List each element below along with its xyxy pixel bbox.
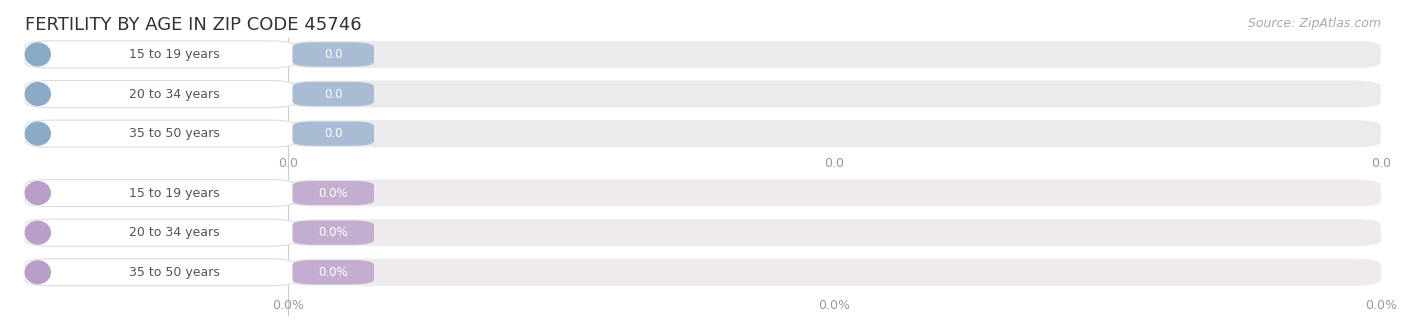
Text: 15 to 19 years: 15 to 19 years [129, 186, 219, 200]
Text: FERTILITY BY AGE IN ZIP CODE 45746: FERTILITY BY AGE IN ZIP CODE 45746 [25, 16, 361, 35]
Text: 0.0: 0.0 [323, 48, 343, 61]
Text: 20 to 34 years: 20 to 34 years [129, 226, 219, 239]
FancyBboxPatch shape [288, 41, 1381, 68]
FancyBboxPatch shape [25, 180, 295, 207]
Text: 0.0%: 0.0% [818, 299, 851, 312]
Text: 0.0: 0.0 [323, 87, 343, 101]
FancyBboxPatch shape [292, 181, 374, 205]
FancyBboxPatch shape [288, 120, 1381, 147]
Text: 0.0%: 0.0% [273, 299, 304, 312]
Text: 0.0: 0.0 [1371, 157, 1391, 170]
Text: 0.0%: 0.0% [318, 186, 349, 200]
Text: 35 to 50 years: 35 to 50 years [129, 266, 219, 279]
FancyBboxPatch shape [292, 220, 374, 245]
Text: 0.0: 0.0 [278, 157, 298, 170]
FancyBboxPatch shape [25, 259, 295, 286]
FancyBboxPatch shape [292, 42, 374, 67]
Text: 35 to 50 years: 35 to 50 years [129, 127, 219, 140]
FancyBboxPatch shape [288, 81, 1381, 108]
FancyBboxPatch shape [292, 121, 374, 146]
Text: 0.0%: 0.0% [1365, 299, 1396, 312]
Ellipse shape [25, 221, 51, 244]
Ellipse shape [25, 122, 51, 145]
Text: 0.0: 0.0 [824, 157, 845, 170]
Ellipse shape [25, 43, 51, 66]
Text: 20 to 34 years: 20 to 34 years [129, 87, 219, 101]
FancyBboxPatch shape [292, 260, 374, 284]
Text: 0.0%: 0.0% [318, 226, 349, 239]
FancyBboxPatch shape [288, 219, 1381, 246]
Text: 15 to 19 years: 15 to 19 years [129, 48, 219, 61]
Ellipse shape [25, 261, 51, 283]
Ellipse shape [25, 83, 51, 105]
FancyBboxPatch shape [25, 41, 295, 68]
Text: 0.0%: 0.0% [318, 266, 349, 279]
Ellipse shape [25, 182, 51, 204]
Text: Source: ZipAtlas.com: Source: ZipAtlas.com [1247, 16, 1381, 29]
FancyBboxPatch shape [288, 180, 1381, 207]
FancyBboxPatch shape [292, 82, 374, 106]
FancyBboxPatch shape [25, 81, 295, 108]
FancyBboxPatch shape [25, 219, 295, 246]
FancyBboxPatch shape [25, 120, 295, 147]
FancyBboxPatch shape [288, 259, 1381, 286]
Text: 0.0: 0.0 [323, 127, 343, 140]
